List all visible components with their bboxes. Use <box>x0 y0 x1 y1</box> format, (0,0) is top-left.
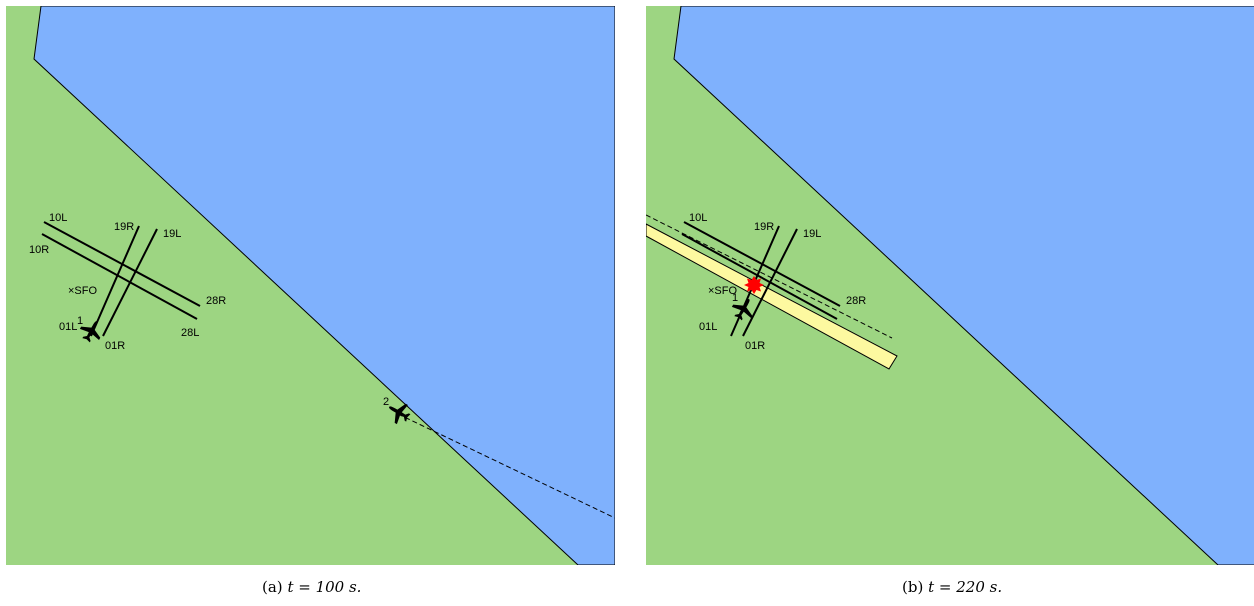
map-svg-a: 10L 10R 28R 28L 19R 19L 01L 01R ×SFO 1 2 <box>6 6 615 565</box>
trajectory-path <box>646 214 893 339</box>
airport-label: ×SFO <box>708 285 737 297</box>
water-area <box>673 6 1254 565</box>
runway-label-19R: 19R <box>114 221 134 233</box>
caption-b: (b) t = 220 s. <box>902 578 1002 596</box>
aircraft-1: 1 <box>76 315 107 346</box>
aircraft-label: 2 <box>383 396 389 408</box>
runway-01L-19R <box>90 225 140 337</box>
map-panel-a: 10L 10R 28R 28L 19R 19L 01L 01R ×SFO 1 2 <box>6 6 615 565</box>
runway-10R-28L <box>41 233 198 320</box>
runway-label-10L: 10L <box>49 212 67 224</box>
caption-prefix: (a) <box>262 578 283 596</box>
runway-01R-19L <box>102 228 158 337</box>
runway-label-01L: 01L <box>59 321 77 333</box>
runway-label-10L: 10L <box>689 212 707 224</box>
runway-label-19L: 19L <box>803 228 821 240</box>
trajectory-path <box>397 413 615 519</box>
map-panel-b: 10L 28R 19R 19L 01L 01R ×SFO 1 <box>646 6 1254 565</box>
caption-a: (a) t = 100 s. <box>262 578 361 596</box>
aircraft-label: 1 <box>77 315 83 327</box>
runway-group <box>41 221 201 337</box>
caption-math: t = 100 s. <box>287 578 362 596</box>
runway-01R-19L <box>742 228 798 337</box>
runway-label-01R: 01R <box>105 340 125 352</box>
aircraft-2: 2 <box>383 396 414 428</box>
water-area <box>33 6 615 565</box>
runway-10R-28L <box>681 233 838 320</box>
caption-math: t = 220 s. <box>928 578 1003 596</box>
runway-label-19L: 19L <box>163 228 181 240</box>
collision-marker <box>744 276 764 294</box>
caption-prefix: (b) <box>902 578 924 596</box>
map-svg-b: 10L 28R 19R 19L 01L 01R ×SFO 1 <box>646 6 1254 565</box>
runway-label-01R: 01R <box>745 340 765 352</box>
runway-label-28R: 28R <box>846 295 866 307</box>
hazard-zone <box>646 223 898 370</box>
runway-label-01L: 01L <box>699 321 717 333</box>
runway-label-28R: 28R <box>206 295 226 307</box>
airport-label: ×SFO <box>68 285 97 297</box>
aircraft-label: 1 <box>732 292 738 304</box>
runway-label-19R: 19R <box>754 221 774 233</box>
runway-label-28L: 28L <box>181 327 199 339</box>
runway-label-10R: 10R <box>29 244 49 256</box>
aircraft-1: 1 <box>728 292 759 324</box>
